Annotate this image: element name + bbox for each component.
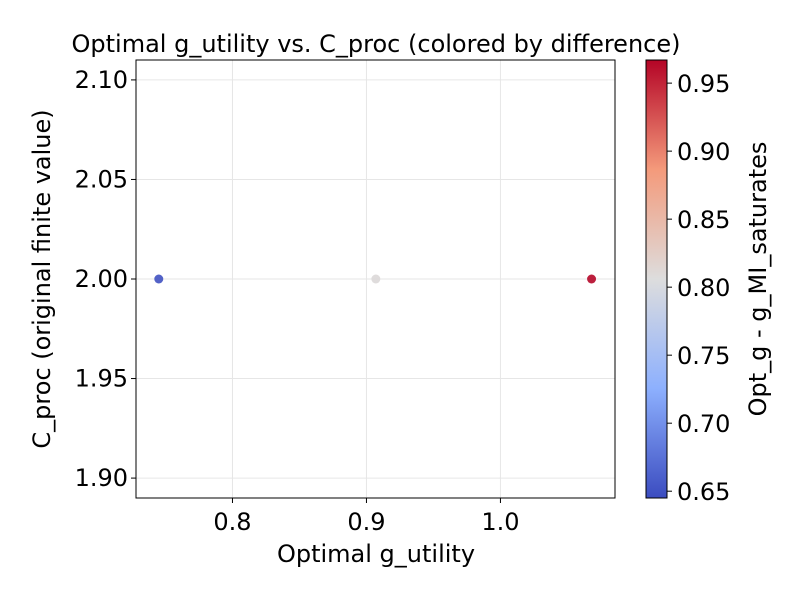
y-axis: 1.90 1.95 2.00 2.05 2.10 [75, 66, 136, 492]
colorbar-tick-label: 0.80 [677, 274, 730, 302]
colorbar-tick-label: 0.95 [677, 70, 730, 98]
x-axis-label: Optimal g_utility [277, 540, 475, 568]
y-tick-label: 1.95 [75, 365, 128, 393]
y-tick-label: 2.10 [75, 66, 128, 94]
colorbar-tick-label: 0.85 [677, 206, 730, 234]
data-points [154, 274, 597, 284]
x-axis: 0.8 0.9 1.0 [213, 498, 520, 536]
x-tick-label: 0.8 [213, 508, 251, 536]
colorbar: 0.65 0.70 0.75 0.80 0.85 0.90 0.95 Opt_g - g_M… [645, 59, 772, 506]
chart-title: Optimal g_utility vs. C_proc (colored by… [72, 30, 681, 58]
x-tick-label: 1.0 [481, 508, 519, 536]
colorbar-label: Opt_g - g_MI_saturates [744, 142, 772, 417]
colorbar-tick-label: 0.70 [677, 410, 730, 438]
scatter-point [587, 274, 597, 284]
colorbar-gradient [645, 59, 668, 499]
x-tick-label: 0.9 [347, 508, 385, 536]
colorbar-tick-label: 0.75 [677, 342, 730, 370]
y-tick-label: 2.05 [75, 165, 128, 193]
colorbar-ticks: 0.65 0.70 0.75 0.80 0.85 0.90 0.95 [667, 70, 730, 506]
colorbar-tick-label: 0.90 [677, 138, 730, 166]
y-tick-label: 1.90 [75, 464, 128, 492]
colorbar-tick-label: 0.65 [677, 478, 730, 506]
y-axis-label: C_proc (original finite value) [28, 109, 56, 448]
y-tick-label: 2.00 [75, 265, 128, 293]
scatter-point [154, 274, 164, 284]
scatter-point [371, 274, 381, 284]
